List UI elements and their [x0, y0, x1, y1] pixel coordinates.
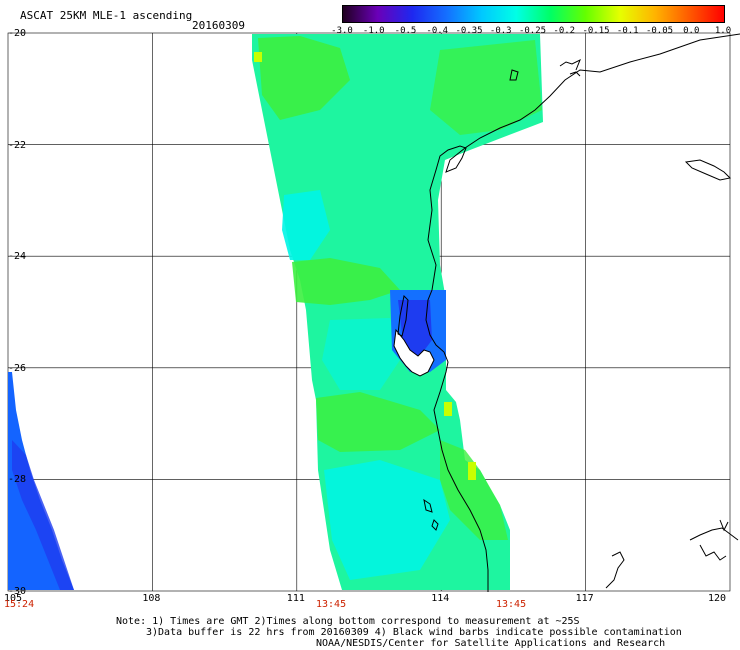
island-dirk-hartog [397, 294, 409, 337]
map-frame [7, 32, 731, 592]
swath-cyan-2 [324, 460, 450, 580]
lat-label: -24 [8, 251, 27, 263]
lat-label: -26 [8, 362, 27, 374]
colorbar-tick-label: -3.0 [331, 26, 353, 36]
lon-label: 111 [286, 593, 305, 604]
lat-label: -20 [8, 28, 27, 39]
lon-label: 108 [142, 593, 161, 604]
swath-yellow-speck [254, 52, 262, 62]
lon-label: 105 [4, 593, 23, 604]
map-title: ASCAT 25KM MLE-1 ascending [20, 9, 193, 22]
lon-label: 117 [575, 593, 594, 604]
note-line-2: 3)Data buffer is 22 hrs from 20160309 4)… [146, 627, 682, 638]
lat-label: -30 [8, 586, 27, 597]
left-swath-dark [12, 440, 74, 590]
colorbar-tick-label: -0.2 [553, 26, 576, 36]
colorbar-tick-label: -0.5 [394, 26, 417, 36]
swath-cyan-3 [322, 318, 400, 390]
coastline-northeast-bits [559, 58, 581, 77]
note-line-3: NOAA/NESDIS/Center for Satellite Applica… [316, 638, 666, 649]
coastline-shark-bay [393, 328, 435, 377]
colorbar-tick-label: -0.1 [616, 26, 639, 36]
colorbar-tick-label: -0.35 [455, 26, 483, 36]
colorbar-labels: -3.0 -1.0 -0.5 -0.4 -0.35 -0.3 -0.25 -0.2 -0.15-… [330, 26, 732, 38]
colorbar-tick-label: -0.05 [645, 26, 674, 36]
left-swath [8, 372, 74, 590]
swath-yellow-speck [444, 402, 452, 416]
swath-green-mid [292, 258, 400, 305]
swath-yellow-speck [468, 462, 476, 480]
island-north-west [509, 69, 519, 81]
colorbar [342, 5, 725, 23]
note-line-1: Note: 1) Times are GMT 2)Times along bot… [116, 616, 580, 627]
colorbar-tick-label: -0.4 [426, 26, 449, 36]
swath-green-top [258, 36, 350, 120]
time-label-left: 15:24 [4, 599, 35, 610]
colorbar-tick-label: -0.25 [518, 26, 547, 36]
lon-label: 120 [708, 593, 727, 604]
lon-label: 114 [431, 593, 450, 604]
coastline-east-islands [684, 159, 732, 181]
colorbar-tick-label: 0.0 [683, 26, 700, 36]
colorbar-tick-label: 1.0 [714, 26, 732, 36]
colorbar-tick-label: -1.0 [362, 26, 385, 36]
colorbar-tick-label: -0.3 [489, 26, 512, 36]
swath-cyan-1 [282, 190, 330, 260]
swath-green-lower [316, 392, 440, 452]
lat-label: -22 [8, 139, 27, 151]
colorbar-tick-label: -0.15 [582, 26, 610, 36]
map-date: 20160309 [192, 19, 245, 32]
coastline-southeast [605, 519, 739, 589]
time-label-right: 13:45 [496, 599, 527, 610]
coastline-australia [425, 33, 740, 592]
swath-green-right-top [430, 40, 542, 135]
island-houtman [423, 498, 439, 531]
swath-green-bottom-right [440, 440, 508, 540]
time-label-middle: 13:45 [316, 599, 347, 610]
lat-label: -28 [8, 474, 27, 486]
